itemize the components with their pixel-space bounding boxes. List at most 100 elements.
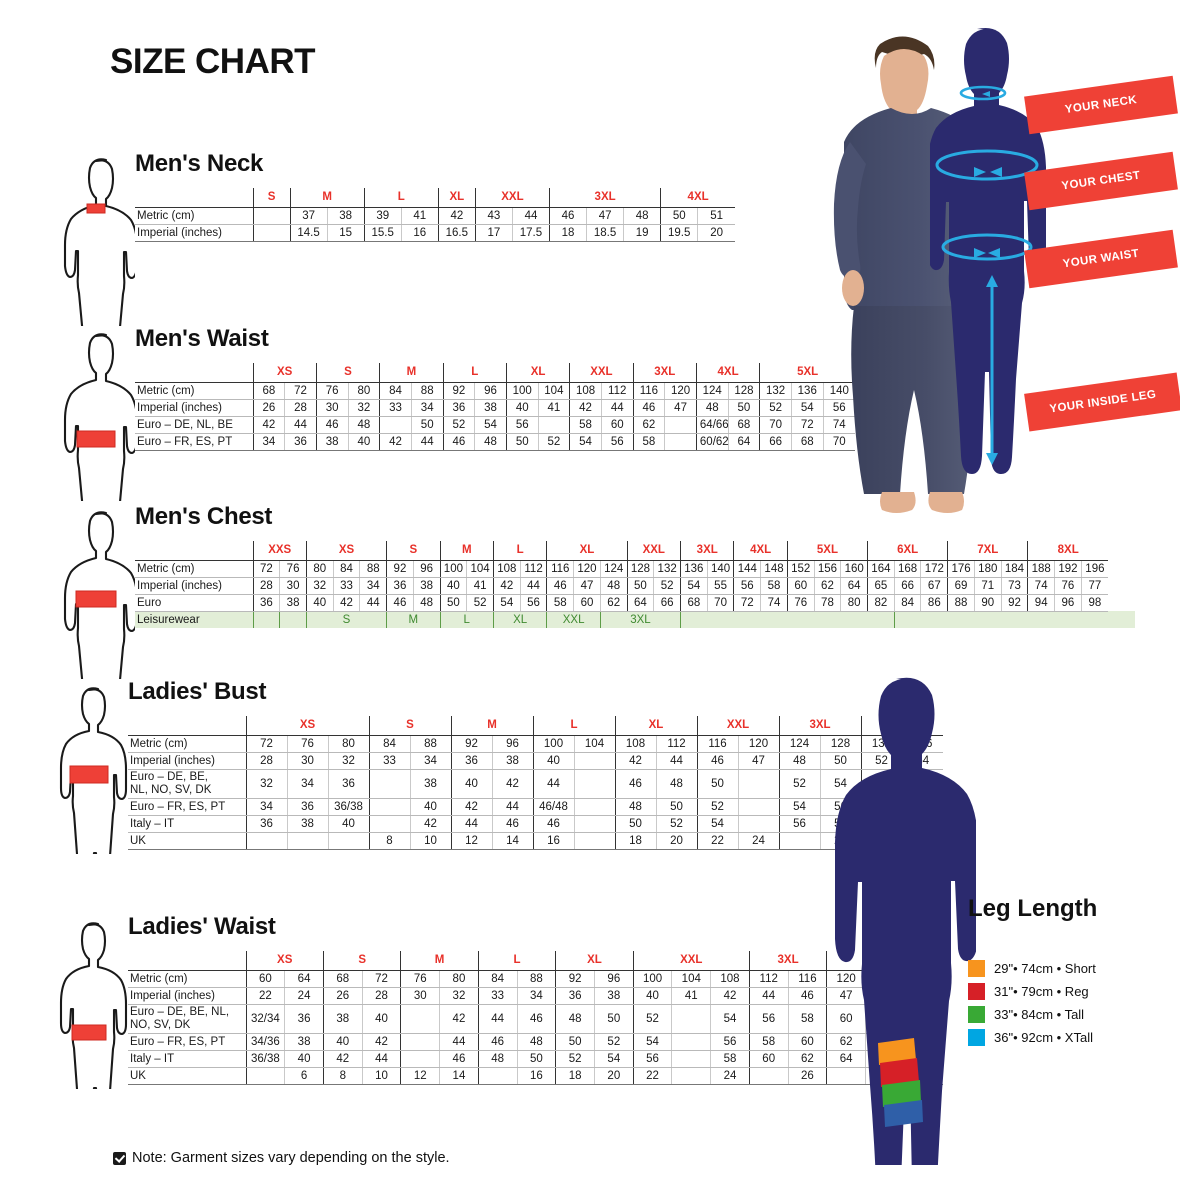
female-figure-waist-icon	[50, 913, 128, 1089]
size-value-cell: 28	[245, 752, 287, 770]
table-row: Euro – DE, BE, NL, NO, SV, DK 32 34 36 38 40 42…	[128, 769, 943, 799]
size-value-cell: 100	[439, 560, 467, 578]
size-value-cell	[368, 798, 410, 816]
size-value-cell: 116	[787, 970, 827, 988]
size-value-cell: 47	[826, 987, 866, 1005]
size-value-cell: 14	[439, 1067, 479, 1085]
size-value-cell: 36/38	[327, 798, 369, 816]
size-group-header: 3XL	[632, 363, 697, 383]
size-group-header: L	[492, 541, 547, 561]
size-value-cell: 140	[706, 560, 734, 578]
size-value-cell: 50	[439, 594, 467, 612]
size-value-cell: 19	[623, 224, 661, 242]
size-table-ladies-waist: XSSMLXLXXL3XL4XLMetric (cm)6064687276808…	[128, 951, 943, 1085]
row-label: Italy – IT	[128, 1050, 246, 1068]
size-value-cell: 36	[284, 1004, 324, 1034]
size-value-cell: 140	[822, 382, 855, 400]
leisurewear-row: Leisurewear S M L XL XXL 3XL	[135, 611, 1135, 628]
size-value-cell: 74	[760, 594, 788, 612]
size-value-cell: 48	[778, 752, 820, 770]
size-value-cell: 36	[252, 594, 280, 612]
size-group-header: XS	[245, 716, 369, 736]
size-value-cell: 36	[450, 752, 492, 770]
row-label: Euro – FR, ES, PT	[128, 798, 246, 816]
size-value-cell: 58	[787, 1004, 827, 1034]
size-value-cell: 36	[245, 815, 287, 833]
table-row: Imperial (inches) 28 30 32 33 34 36 38 40 41 42 44 4…	[135, 577, 1135, 595]
size-value-cell: 36/38	[245, 1050, 285, 1068]
size-value-cell	[286, 832, 328, 850]
row-label: Imperial (inches)	[135, 224, 253, 242]
row-label: Euro – DE, BE, NL, NO, SV, DK	[128, 1004, 246, 1034]
table-row: UK6810121416182022242628	[128, 1067, 943, 1085]
size-value-cell: 60	[600, 416, 634, 434]
size-value-cell	[671, 1004, 711, 1034]
header-blank	[128, 716, 246, 736]
section-ladies-waist: Ladies' WaistXSSMLXLXXL3XL4XLMetric (cm)…	[50, 913, 943, 1089]
size-value-cell	[252, 207, 291, 225]
size-value-cell: 104	[573, 735, 615, 753]
size-value-cell: 34	[409, 752, 451, 770]
size-value-cell: 68	[680, 594, 708, 612]
size-value-cell: 48	[614, 798, 656, 816]
size-value-cell: 73	[1000, 577, 1028, 595]
size-group-header: XL	[546, 541, 628, 561]
size-value-cell: 76	[315, 382, 349, 400]
size-value-cell: 54	[710, 1004, 750, 1034]
size-value-cell: 38	[409, 769, 451, 799]
size-value-cell: 24	[710, 1067, 750, 1085]
size-value-cell	[573, 752, 615, 770]
size-value-cell: 48	[623, 207, 661, 225]
size-value-cell: 96	[491, 735, 533, 753]
size-value-cell: 88	[516, 970, 556, 988]
size-value-cell: 120	[826, 970, 866, 988]
size-value-cell: 50	[727, 399, 760, 417]
size-value-cell	[400, 1050, 440, 1068]
size-value-cell: 41	[466, 577, 494, 595]
size-value-cell: 36	[442, 399, 475, 417]
leisurewear-size-cell	[252, 611, 280, 628]
table-column: Ladies' BustXSSMLXLXXL3XL4XLMetric (cm)7…	[128, 678, 943, 850]
size-value-cell: 64/66	[695, 416, 729, 434]
size-value-cell: 16	[516, 1067, 556, 1085]
size-value-cell: 72	[361, 970, 401, 988]
size-value-cell: 176	[947, 560, 975, 578]
size-value-cell: 69	[947, 577, 975, 595]
size-value-cell: 34/36	[245, 1033, 285, 1051]
size-value-cell	[477, 1067, 518, 1085]
size-value-cell: 100	[505, 382, 539, 400]
size-group-header: XL	[437, 188, 476, 208]
size-value-cell: 52	[593, 1033, 634, 1051]
size-group-header: M	[450, 716, 533, 736]
size-value-cell: 52	[655, 815, 697, 833]
size-value-cell: 84	[368, 735, 410, 753]
size-value-cell: 20	[593, 1067, 634, 1085]
size-group-header: 3XL	[778, 716, 861, 736]
size-value-cell: 56	[748, 1004, 789, 1034]
size-value-cell: 58	[748, 1033, 789, 1051]
size-value-cell: 96	[1054, 594, 1082, 612]
size-group-header: L	[442, 363, 507, 383]
size-value-cell: 34	[252, 433, 285, 451]
size-value-cell: 40	[284, 1050, 324, 1068]
size-table-mens-chest: XXS XS S M L XL XXL 3XL 4XL 5XL 6XL 7XL 8XL Metric (c…	[135, 541, 1135, 628]
size-value-cell: 16	[532, 832, 574, 850]
size-value-cell: 44	[439, 1033, 479, 1051]
section-mens-waist: Men's Waist XS S M L XL XXL 3XL 4XL 5XL Metric (cm…	[57, 325, 855, 501]
size-value-cell: 56	[600, 433, 634, 451]
size-value-cell	[748, 1067, 789, 1085]
size-value-cell	[737, 798, 779, 816]
size-value-cell: 80	[305, 560, 334, 578]
size-value-cell: 37	[289, 207, 328, 225]
size-value-cell: 52	[759, 399, 792, 417]
size-value-cell: 15	[326, 224, 365, 242]
table-row: Euro – FR, ES, PT 34/36 38 40 42 44 46 48 50 52 54…	[128, 1033, 943, 1051]
size-value-cell: 41	[400, 207, 439, 225]
size-value-cell: 44	[491, 798, 533, 816]
size-value-cell: 17.5	[511, 224, 550, 242]
size-value-cell: 56	[822, 399, 855, 417]
table-row: Imperial (inches) 22 24 26 28 30 32 33 34 36 38 40 4…	[128, 987, 943, 1005]
size-value-cell	[368, 769, 410, 799]
measurement-silhouette	[930, 25, 1060, 525]
row-label: Imperial (inches)	[128, 752, 246, 770]
